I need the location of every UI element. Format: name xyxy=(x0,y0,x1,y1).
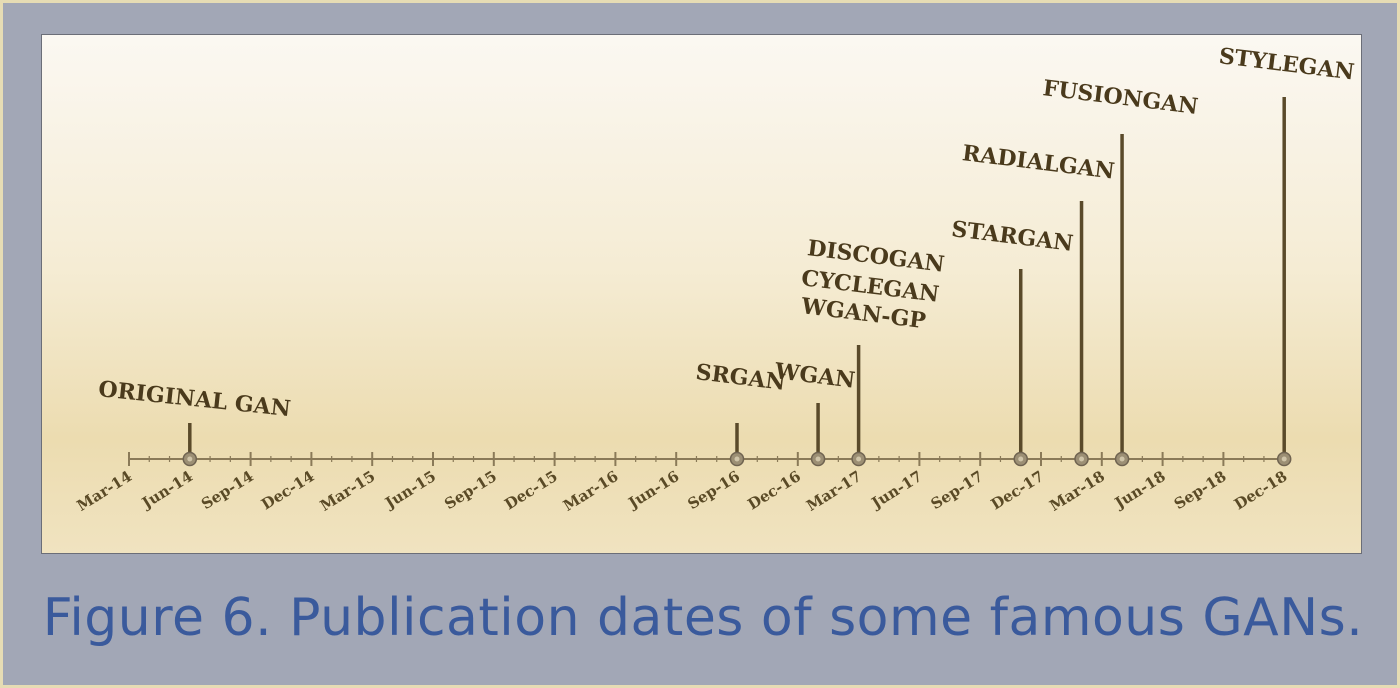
tick-label: Mar-16 xyxy=(560,467,622,515)
tick-label: Mar-14 xyxy=(74,467,136,515)
tick-label: Dec-15 xyxy=(501,467,560,513)
timeline-chart: Mar-14 Jun-14 Sep-14 Dec-14 Mar-15 Jun-15 Sep-… xyxy=(74,43,1356,515)
tick-label: Sep-14 xyxy=(198,467,257,513)
event-label: FUSIONGAN xyxy=(1041,75,1199,120)
tick-label: Mar-18 xyxy=(1046,467,1108,515)
event-marker-dot xyxy=(815,456,821,462)
tick-label: Dec-14 xyxy=(258,467,317,513)
tick-label: Jun-14 xyxy=(137,467,196,513)
event-label: WGAN xyxy=(772,358,856,394)
tick-label: Jun-18 xyxy=(1110,467,1169,513)
tick-label: Sep-17 xyxy=(928,467,987,513)
event-marker-dot xyxy=(187,456,193,462)
event-marker-dot xyxy=(856,456,862,462)
event-marker-dot xyxy=(1281,456,1287,462)
event-marker-dot xyxy=(734,456,740,462)
tick-label: Dec-17 xyxy=(988,467,1047,513)
tick-label: Dec-16 xyxy=(745,467,804,513)
chart-panel: Mar-14 Jun-14 Sep-14 Dec-14 Mar-15 Jun-15 Sep-… xyxy=(41,34,1362,554)
event-labels: ORIGINAL GAN SRGANWGANDISCOGANCYCLEGANWGA… xyxy=(97,43,1356,422)
tick-label: Jun-15 xyxy=(380,467,439,513)
tick-label: Sep-15 xyxy=(441,467,500,513)
event-label: SRGAN xyxy=(694,359,787,396)
event-label: ORIGINAL GAN xyxy=(97,376,292,422)
tick-label: Jun-17 xyxy=(867,467,926,513)
figure-caption: Figure 6. Publication dates of some famo… xyxy=(42,588,1364,648)
tick-label: Mar-17 xyxy=(803,467,865,515)
event-label: STYLEGAN xyxy=(1217,43,1355,85)
event-stems xyxy=(188,97,1286,459)
tick-labels: Mar-14 Jun-14 Sep-14 Dec-14 Mar-15 Jun-15 Sep-… xyxy=(74,467,1291,515)
event-label: RADIALGAN xyxy=(961,140,1116,184)
event-marker-dot xyxy=(1018,456,1024,462)
event-label: STARGAN xyxy=(950,216,1075,257)
tick-label: Sep-18 xyxy=(1171,467,1230,513)
event-markers xyxy=(182,451,1292,467)
event-marker-dot xyxy=(1079,456,1085,462)
tick-label: Dec-18 xyxy=(1231,467,1290,513)
tick-label: Sep-16 xyxy=(684,467,743,513)
event-marker-dot xyxy=(1119,456,1125,462)
tick-label: Mar-15 xyxy=(317,467,379,515)
tick-label: Jun-16 xyxy=(624,467,683,513)
